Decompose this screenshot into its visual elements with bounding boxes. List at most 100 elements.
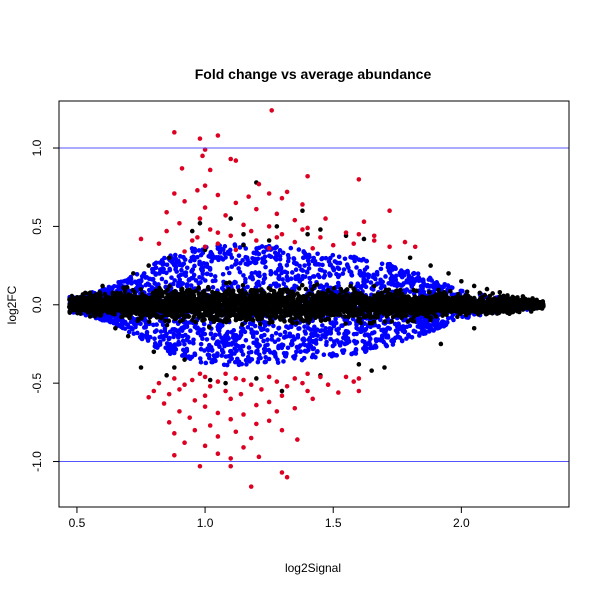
data-point <box>227 280 232 285</box>
data-point <box>308 343 314 349</box>
data-point <box>184 313 190 319</box>
data-point <box>271 323 276 329</box>
data-point <box>374 272 380 277</box>
data-point <box>434 280 440 285</box>
data-point <box>240 322 245 327</box>
data-point <box>109 286 115 291</box>
data-point <box>184 282 190 287</box>
data-point <box>136 278 142 284</box>
data-point <box>163 279 169 285</box>
data-point <box>188 258 193 264</box>
data-point <box>288 245 294 251</box>
data-point <box>143 275 148 280</box>
data-point <box>392 321 398 327</box>
data-point <box>225 329 231 335</box>
data-point <box>428 283 434 289</box>
data-point <box>361 346 366 351</box>
data-point <box>390 266 395 272</box>
data-point <box>276 283 282 288</box>
data-point <box>207 254 213 260</box>
data-point <box>331 285 337 291</box>
data-point <box>314 349 320 355</box>
data-point <box>265 337 270 342</box>
data-point <box>257 282 262 288</box>
data-point <box>319 328 325 333</box>
data-point <box>393 273 399 279</box>
data-point <box>307 335 313 341</box>
data-point <box>133 324 138 330</box>
data-point <box>236 266 241 271</box>
data-point <box>327 326 333 331</box>
data-point <box>336 331 342 336</box>
data-point <box>261 276 267 282</box>
data-point <box>459 288 465 294</box>
data-point <box>184 265 190 271</box>
data-point <box>250 333 256 338</box>
data-point <box>319 256 324 262</box>
data-point <box>245 354 251 360</box>
data-point <box>150 269 155 275</box>
data-point <box>284 262 290 268</box>
data-point <box>192 324 198 330</box>
data-point <box>210 359 215 365</box>
data-point <box>396 282 402 288</box>
data-point <box>147 334 153 340</box>
data-point <box>219 286 225 291</box>
data-point <box>293 316 298 321</box>
data-point <box>418 283 424 289</box>
data-point <box>317 274 322 280</box>
data-point <box>229 255 235 260</box>
data-point <box>324 342 329 348</box>
data-point <box>227 247 233 253</box>
data-point <box>237 260 243 266</box>
data-point <box>183 273 189 279</box>
data-point <box>369 330 375 336</box>
data-point <box>310 274 316 279</box>
data-point <box>177 262 182 268</box>
data-point <box>382 319 388 324</box>
data-point <box>211 335 216 341</box>
data-point <box>210 285 216 290</box>
data-point <box>160 322 166 328</box>
data-point <box>203 360 209 366</box>
data-point <box>200 318 205 323</box>
data-point <box>261 260 267 265</box>
data-point <box>190 249 196 254</box>
data-point <box>342 331 347 337</box>
data-point <box>364 265 370 270</box>
data-point <box>217 322 222 328</box>
data-point <box>126 329 132 335</box>
data-point <box>323 317 328 323</box>
data-point <box>345 330 351 335</box>
data-point <box>378 266 384 272</box>
data-point <box>178 272 183 278</box>
data-point <box>171 334 176 340</box>
data-point <box>215 339 221 344</box>
data-point <box>401 281 407 286</box>
data-point <box>213 278 218 283</box>
data-point <box>167 335 172 341</box>
data-point <box>302 324 307 329</box>
data-point <box>221 362 227 368</box>
data-point <box>308 327 313 332</box>
data-point <box>381 329 387 334</box>
data-point <box>407 289 413 294</box>
data-point <box>207 325 212 330</box>
data-point <box>151 322 156 328</box>
data-point <box>399 338 405 344</box>
data-point <box>245 324 251 330</box>
data-point <box>427 327 432 332</box>
data-point <box>401 273 407 278</box>
data-point <box>221 341 226 346</box>
data-point <box>161 337 166 342</box>
data-point <box>427 275 433 281</box>
data-point <box>236 361 242 366</box>
data-point <box>307 280 313 285</box>
data-point <box>249 357 254 362</box>
data-point <box>222 251 227 257</box>
data-point <box>208 272 214 278</box>
data-point <box>272 250 278 256</box>
data-point <box>328 272 333 278</box>
data-point <box>340 348 345 353</box>
data-point <box>259 334 264 340</box>
